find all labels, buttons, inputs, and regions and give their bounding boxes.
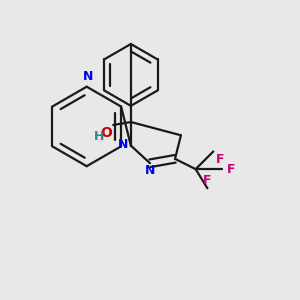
Text: O: O	[100, 126, 112, 140]
Text: N: N	[145, 164, 155, 177]
Text: F: F	[216, 153, 225, 166]
Text: H: H	[94, 130, 104, 143]
Text: N: N	[118, 138, 128, 151]
Text: F: F	[226, 163, 235, 176]
Text: F: F	[203, 174, 212, 187]
Text: N: N	[83, 70, 93, 83]
